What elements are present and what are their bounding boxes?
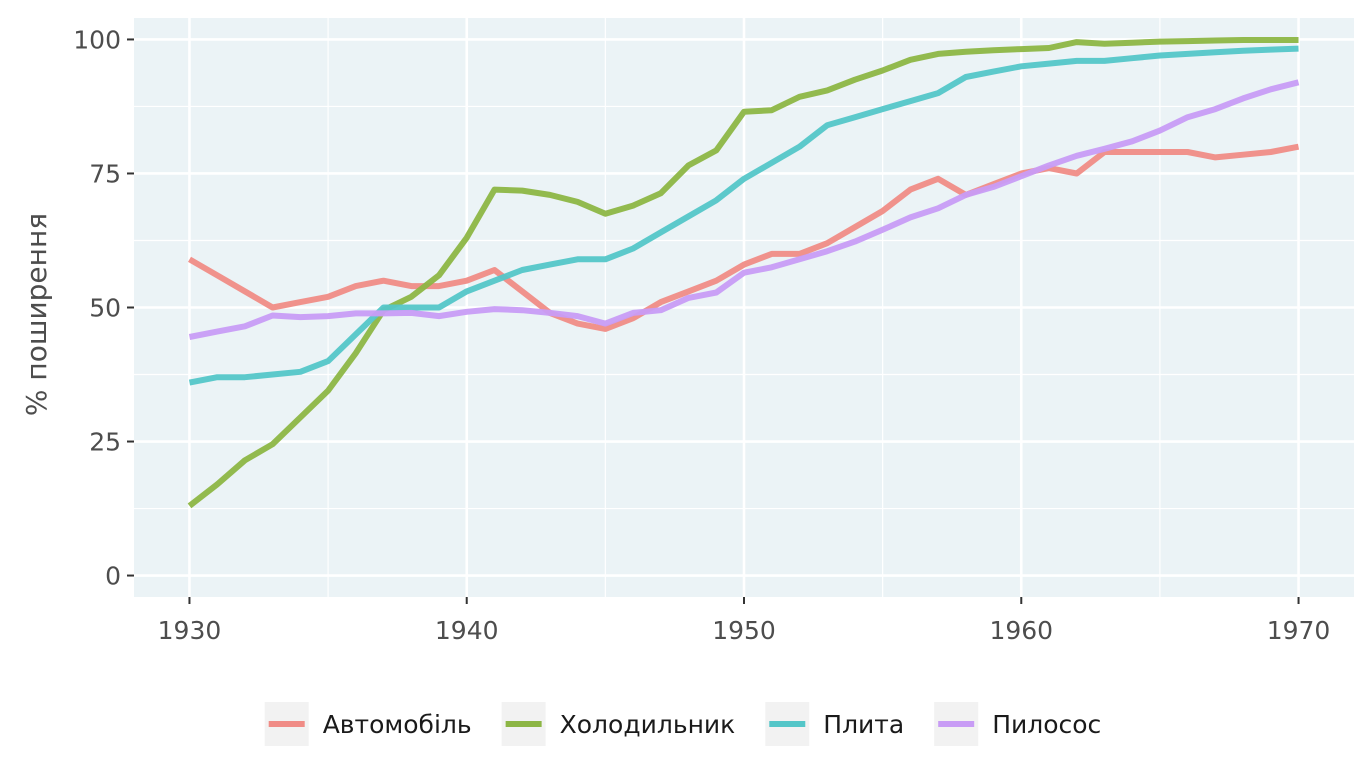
x-tick-label: 1960 bbox=[989, 616, 1053, 645]
series-line-3 bbox=[188, 45, 1299, 386]
series-line-4 bbox=[188, 79, 1300, 340]
legend-label-1: Автомобіль bbox=[323, 710, 472, 739]
legend-label-3: Плита bbox=[823, 710, 904, 739]
y-tick-label: 75 bbox=[89, 159, 121, 188]
series-line-2 bbox=[187, 37, 1299, 509]
x-tick-label: 1930 bbox=[158, 616, 222, 645]
y-axis-title: % поширення bbox=[20, 213, 53, 416]
y-tick-label: 25 bbox=[89, 428, 121, 457]
series-line-1 bbox=[187, 143, 1300, 332]
x-tick-label: 1940 bbox=[435, 616, 499, 645]
y-tick-label: 0 bbox=[105, 562, 121, 591]
legend-label-4: Пилосос bbox=[992, 710, 1101, 739]
legend-label-2: Холодильник bbox=[560, 710, 736, 739]
x-tick-label: 1970 bbox=[1267, 616, 1331, 645]
y-tick-label: 100 bbox=[73, 25, 121, 54]
x-tick-label: 1950 bbox=[712, 616, 776, 645]
y-tick-label: 50 bbox=[89, 294, 121, 323]
